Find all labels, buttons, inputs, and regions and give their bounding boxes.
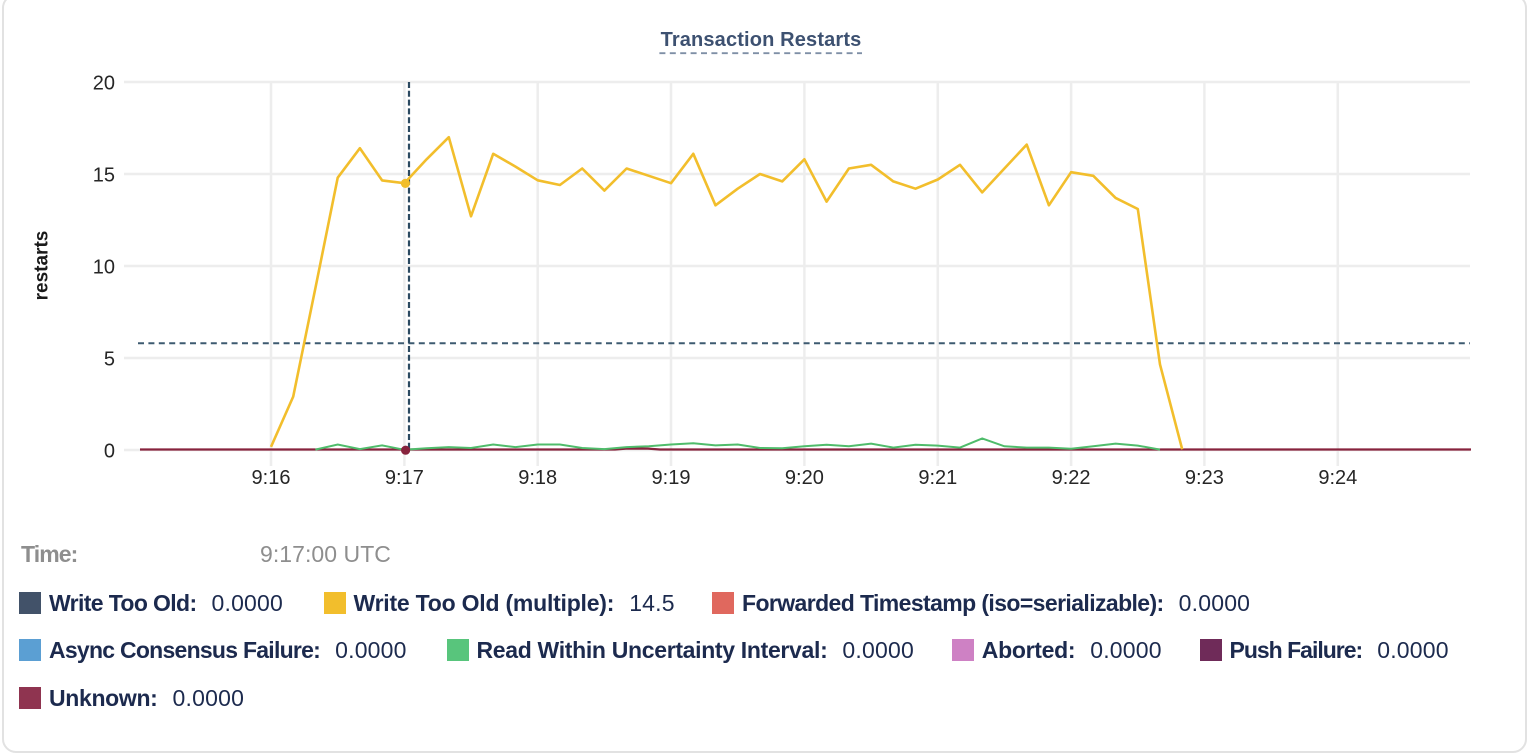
- svg-text:9:20: 9:20: [785, 467, 824, 489]
- svg-text:0: 0: [104, 440, 115, 462]
- svg-text:9:16: 9:16: [252, 467, 291, 489]
- svg-text:15: 15: [93, 164, 115, 186]
- svg-text:9:22: 9:22: [1052, 467, 1091, 489]
- svg-text:9:17: 9:17: [385, 467, 424, 489]
- svg-text:Transaction Restarts: Transaction Restarts: [661, 29, 862, 51]
- svg-text:9:19: 9:19: [652, 467, 691, 489]
- svg-text:9:18: 9:18: [518, 467, 557, 489]
- svg-text:restarts: restarts: [32, 231, 53, 301]
- svg-text:9:21: 9:21: [918, 467, 957, 489]
- svg-text:5: 5: [104, 348, 115, 370]
- svg-text:9:23: 9:23: [1185, 467, 1224, 489]
- svg-text:9:24: 9:24: [1318, 467, 1357, 489]
- svg-text:10: 10: [93, 256, 115, 278]
- svg-text:20: 20: [93, 72, 115, 94]
